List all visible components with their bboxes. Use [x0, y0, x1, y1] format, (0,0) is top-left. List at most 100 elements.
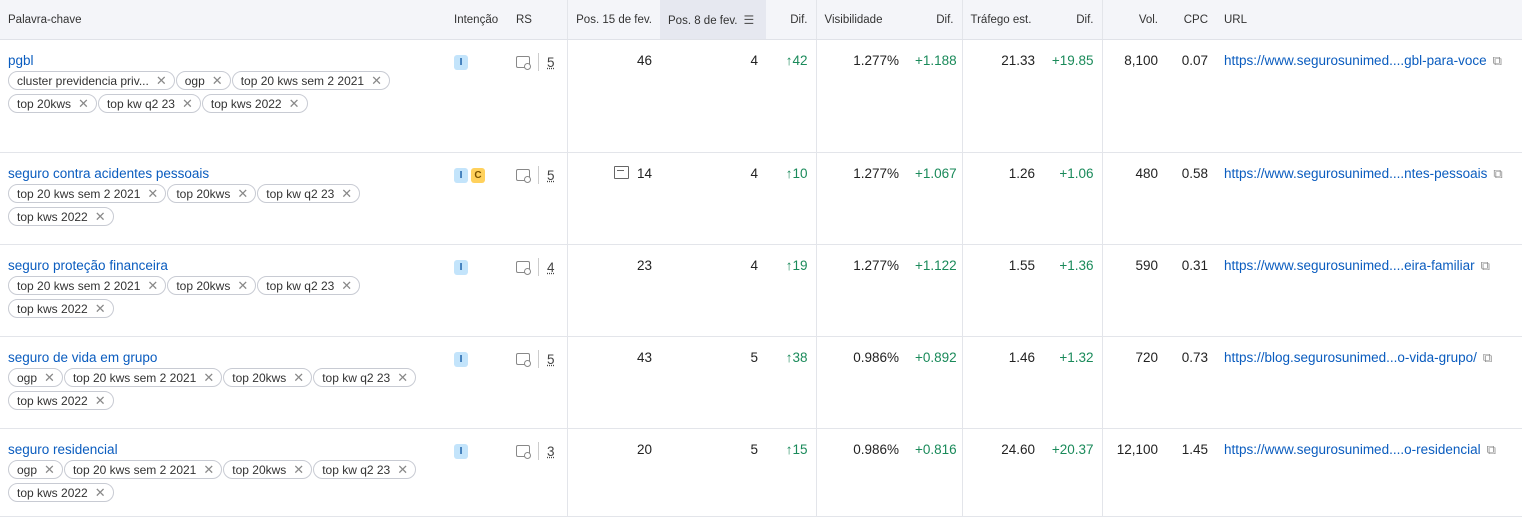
- rs-value[interactable]: 5: [547, 54, 555, 70]
- keyword-link[interactable]: seguro proteção financeira: [8, 258, 168, 273]
- col-dif2[interactable]: Dif.: [907, 0, 962, 40]
- pos2-value: 5: [750, 442, 758, 457]
- tag-chip: top kw q2 23 ✕: [313, 368, 417, 387]
- col-visibility[interactable]: Visibilidade: [815, 0, 907, 40]
- serp-preview-icon[interactable]: [516, 169, 531, 183]
- remove-tag-icon[interactable]: ✕: [293, 370, 305, 385]
- serp-preview-icon[interactable]: [516, 261, 531, 275]
- dif2-value: +1.188: [915, 53, 957, 68]
- remove-tag-icon[interactable]: ✕: [181, 96, 193, 111]
- url-link[interactable]: https://www.segurosunimed....o-residenci…: [1224, 442, 1481, 457]
- intent-cell: I: [446, 39, 508, 153]
- dif3-cell: +1.06: [1043, 152, 1102, 245]
- remove-tag-icon[interactable]: ✕: [211, 73, 223, 88]
- tag-chip: top 20 kws sem 2 2021 ✕: [8, 276, 167, 295]
- dif2-value: +1.067: [915, 166, 957, 181]
- url-link[interactable]: https://blog.segurosunimed...o-vida-grup…: [1224, 350, 1477, 365]
- remove-tag-icon[interactable]: ✕: [203, 462, 215, 477]
- remove-tag-icon[interactable]: ✕: [147, 278, 159, 293]
- rs-value[interactable]: 4: [547, 259, 555, 275]
- remove-tag-icon[interactable]: ✕: [371, 73, 382, 88]
- remove-tag-icon[interactable]: ✕: [397, 370, 409, 385]
- keyword-link[interactable]: pgbl: [8, 53, 34, 68]
- dif1-value: 10: [792, 166, 808, 181]
- serp-preview-icon[interactable]: [516, 353, 531, 367]
- external-link-icon[interactable]: ⧉: [1480, 258, 1490, 273]
- external-link-icon[interactable]: ⧉: [1486, 442, 1496, 457]
- external-link-icon[interactable]: ⧉: [1492, 53, 1502, 68]
- remove-tag-icon[interactable]: ✕: [78, 96, 89, 111]
- tag-label: top kws 2022: [210, 96, 282, 111]
- remove-tag-icon[interactable]: ✕: [203, 370, 215, 385]
- dif2-cell: +1.188: [907, 39, 962, 153]
- tag-label: top kw q2 23: [106, 96, 175, 111]
- dif2-cell: +0.816: [907, 428, 962, 517]
- traffic-cell: 24.60: [961, 428, 1043, 517]
- remove-tag-icon[interactable]: ✕: [147, 186, 159, 201]
- rs-value[interactable]: 5: [547, 351, 555, 367]
- remove-tag-icon[interactable]: ✕: [44, 370, 55, 385]
- tag-label: top 20kws: [176, 278, 231, 293]
- dif3-value: +1.36: [1059, 258, 1094, 273]
- col-url[interactable]: URL: [1216, 0, 1522, 40]
- traffic-value: 1.55: [1008, 258, 1035, 273]
- rs-value[interactable]: 3: [547, 443, 555, 459]
- dif2-value: +0.816: [915, 442, 957, 457]
- intent-cell: I: [446, 336, 508, 429]
- col-traffic[interactable]: Tráfego est.: [961, 0, 1043, 40]
- col-pos2[interactable]: Pos. 8 de fev. ☰: [660, 0, 766, 40]
- remove-tag-icon[interactable]: ✕: [397, 462, 409, 477]
- url-link[interactable]: https://www.segurosunimed....eira-famili…: [1224, 258, 1475, 273]
- url-link[interactable]: https://www.segurosunimed....ntes-pessoa…: [1224, 166, 1488, 181]
- serp-preview-icon[interactable]: [516, 445, 531, 459]
- keyword-link[interactable]: seguro residencial: [8, 442, 118, 457]
- tag-chip: top kws 2022 ✕: [8, 391, 114, 410]
- visibility-cell: 1.277%: [815, 152, 907, 245]
- col-intent[interactable]: Intenção: [446, 0, 508, 40]
- dif2-cell: +1.067: [907, 152, 962, 245]
- keyword-link[interactable]: seguro de vida em grupo: [8, 350, 158, 365]
- col-cpc[interactable]: CPC: [1166, 0, 1216, 40]
- remove-tag-icon[interactable]: ✕: [155, 73, 167, 88]
- external-link-icon[interactable]: ⧉: [1482, 350, 1493, 365]
- remove-tag-icon[interactable]: ✕: [44, 462, 55, 477]
- remove-tag-icon[interactable]: ✕: [237, 278, 249, 293]
- visibility-value: 1.277%: [853, 166, 899, 181]
- arrow-up-icon: ↑: [785, 53, 793, 68]
- col-dif1[interactable]: Dif.: [766, 0, 816, 40]
- col-vol[interactable]: Vol.: [1101, 0, 1166, 40]
- serp-preview-icon[interactable]: [516, 56, 531, 70]
- arrow-up-icon: ↑: [785, 258, 793, 273]
- col-pos1[interactable]: Pos. 15 de fev.: [566, 0, 660, 40]
- dif3-value: +19.85: [1051, 53, 1094, 68]
- tag-list: ogp ✕ top 20 kws sem 2 2021 ✕ top 20kws ✕ top …: [8, 460, 438, 506]
- tag-label: top kw q2 23: [266, 278, 335, 293]
- pos2-value: 4: [750, 166, 758, 181]
- remove-tag-icon[interactable]: ✕: [341, 278, 353, 293]
- pos2-value: 4: [750, 53, 758, 68]
- remove-tag-icon[interactable]: ✕: [94, 301, 106, 316]
- remove-tag-icon[interactable]: ✕: [237, 186, 249, 201]
- tag-label: top 20kws: [176, 186, 231, 201]
- tag-chip: top kw q2 23 ✕: [313, 460, 417, 479]
- col-keyword[interactable]: Palavra-chave: [0, 0, 446, 40]
- keyword-link[interactable]: seguro contra acidentes pessoais: [8, 166, 210, 181]
- visibility-value: 1.277%: [853, 258, 899, 273]
- col-rs[interactable]: RS: [508, 0, 567, 40]
- rs-value[interactable]: 5: [547, 167, 555, 183]
- remove-tag-icon[interactable]: ✕: [94, 485, 106, 500]
- url-link[interactable]: https://www.segurosunimed....gbl-para-vo…: [1224, 53, 1487, 68]
- rs-cell: 4: [508, 244, 567, 337]
- arrow-up-icon: ↑: [785, 442, 793, 457]
- external-link-icon[interactable]: ⧉: [1493, 166, 1503, 181]
- remove-tag-icon[interactable]: ✕: [94, 393, 106, 408]
- cpc-value: 0.07: [1181, 53, 1208, 68]
- remove-tag-icon[interactable]: ✕: [293, 462, 305, 477]
- pos2-value: 4: [750, 258, 758, 273]
- keyword-cell: pgbl cluster previdencia priv... ✕ ogp ✕ top…: [0, 39, 446, 153]
- col-dif3[interactable]: Dif.: [1043, 0, 1102, 40]
- remove-tag-icon[interactable]: ✕: [94, 209, 106, 224]
- remove-tag-icon[interactable]: ✕: [341, 186, 353, 201]
- dif2-value: +1.122: [915, 258, 957, 273]
- remove-tag-icon[interactable]: ✕: [288, 96, 300, 111]
